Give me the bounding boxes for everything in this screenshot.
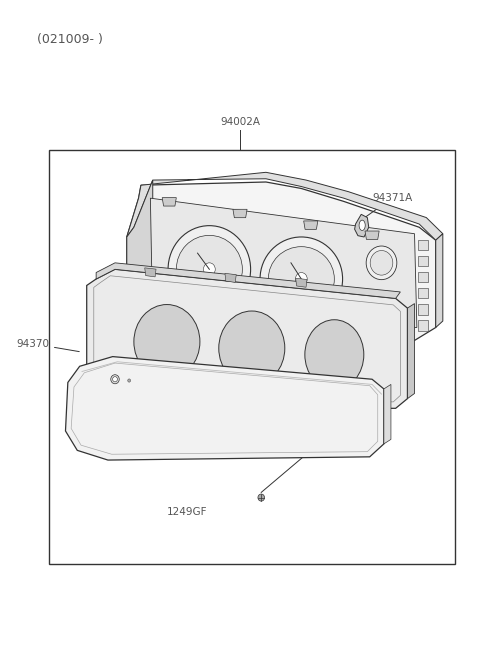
Polygon shape [355,214,369,237]
Polygon shape [87,269,408,408]
Bar [418,304,428,314]
Ellipse shape [295,272,307,286]
Ellipse shape [204,263,215,276]
Polygon shape [365,231,379,240]
Ellipse shape [176,235,242,303]
Text: 94360B: 94360B [103,280,164,297]
Polygon shape [65,356,384,460]
Text: 94370: 94370 [16,339,79,352]
Bar [418,288,428,299]
Polygon shape [162,198,176,206]
Ellipse shape [128,379,131,382]
Polygon shape [145,268,156,277]
Ellipse shape [260,237,343,321]
Ellipse shape [370,299,393,324]
Polygon shape [233,210,247,217]
Ellipse shape [268,247,335,311]
Polygon shape [96,263,400,299]
Text: 94371A: 94371A [358,193,412,223]
Ellipse shape [134,305,200,379]
Ellipse shape [366,246,397,280]
Text: 1249GF: 1249GF [167,507,207,517]
Bar [418,255,428,266]
Text: 94002A: 94002A [220,117,260,127]
Text: (021009- ): (021009- ) [37,33,103,47]
Ellipse shape [111,375,119,384]
Polygon shape [127,182,436,341]
Ellipse shape [258,494,264,501]
Bar [49,149,455,563]
Polygon shape [150,198,417,328]
Ellipse shape [168,226,251,313]
Polygon shape [296,278,307,288]
Ellipse shape [113,377,118,382]
Ellipse shape [359,220,365,231]
Ellipse shape [370,251,393,275]
Text: 94363A: 94363A [80,384,124,403]
Polygon shape [127,172,443,240]
Polygon shape [304,221,318,229]
Ellipse shape [366,295,397,328]
Polygon shape [436,234,443,328]
Polygon shape [225,273,236,282]
Ellipse shape [219,311,285,385]
Bar [418,320,428,331]
Ellipse shape [305,320,364,390]
Polygon shape [408,303,415,399]
Polygon shape [127,180,153,324]
Bar [418,272,428,282]
Polygon shape [384,384,391,444]
Bar [418,240,428,250]
